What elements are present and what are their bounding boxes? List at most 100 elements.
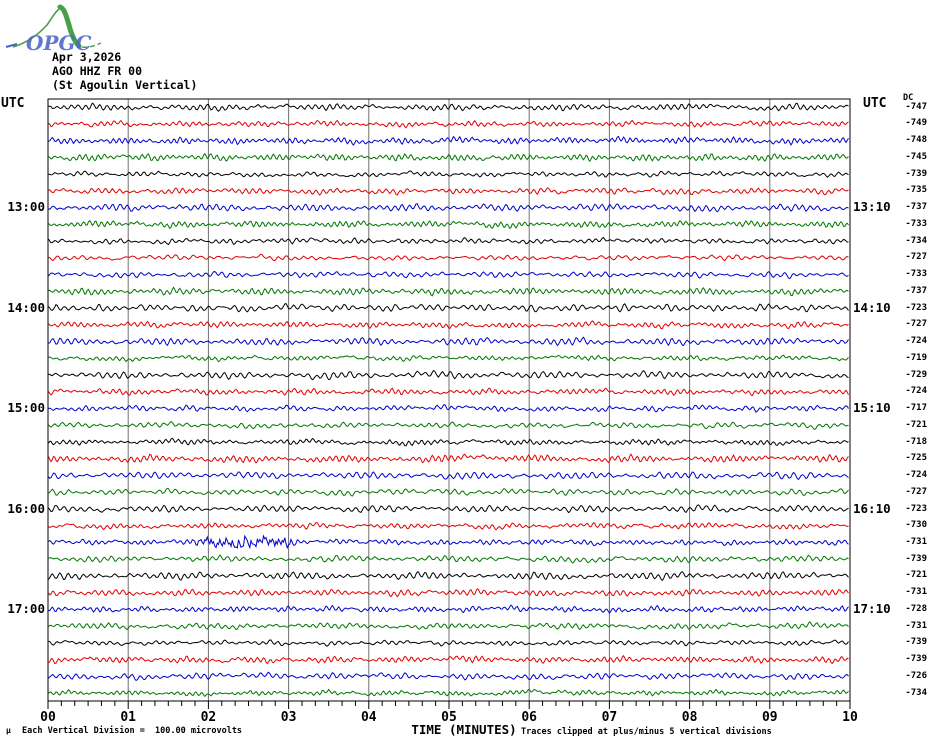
header-station-code: AGO HHZ FR 00 xyxy=(52,64,143,78)
dc-value: -745 xyxy=(905,151,927,162)
utc-label-left: UTC xyxy=(1,96,25,111)
seismo-trace-1540 xyxy=(48,471,849,481)
seismo-trace-1230 xyxy=(48,152,849,163)
header-station-name: (St Agoulin Vertical) xyxy=(52,78,198,92)
hour-label-right: 17:10 xyxy=(853,600,891,616)
dc-value: -724 xyxy=(905,336,927,347)
dc-value: -727 xyxy=(905,252,927,263)
seismo-trace-1700 xyxy=(48,604,849,614)
seismo-trace-1510 xyxy=(48,421,849,431)
microvolt-mark: μ xyxy=(6,726,11,735)
dc-value: -725 xyxy=(905,453,927,464)
seismo-trace-1740 xyxy=(48,671,849,682)
dc-value: -718 xyxy=(905,436,927,447)
seismo-trace-1200 xyxy=(48,102,849,112)
dc-column-header: DC xyxy=(903,93,914,103)
dc-value: -727 xyxy=(905,319,927,330)
seismo-trace-1220 xyxy=(48,135,849,146)
logo-mountain-peak xyxy=(57,4,82,49)
x-tick-label: 09 xyxy=(761,710,778,725)
dc-value: -749 xyxy=(905,118,927,129)
dc-value: -737 xyxy=(905,202,927,213)
dc-value: -719 xyxy=(905,352,927,363)
dc-value: -733 xyxy=(905,218,927,229)
dc-value: -735 xyxy=(905,185,927,196)
seismo-trace-1350 xyxy=(48,286,849,297)
dc-value: -748 xyxy=(905,135,927,146)
dc-value: -733 xyxy=(905,269,927,280)
dc-value: -724 xyxy=(905,386,927,397)
seismo-trace-1330 xyxy=(48,253,849,262)
seismo-trace-1400 xyxy=(48,302,849,313)
hour-label-left: 13:00 xyxy=(7,199,45,215)
utc-label-right: UTC xyxy=(863,96,887,111)
dc-value: -726 xyxy=(905,670,927,681)
hour-label-right: 16:10 xyxy=(853,500,891,516)
dc-value: -730 xyxy=(905,520,927,531)
seismo-trace-1640 xyxy=(48,571,849,581)
logo-mountain-rise xyxy=(12,7,62,48)
logo-text: OPGC xyxy=(26,31,92,54)
seismo-trace-1550 xyxy=(48,487,849,497)
x-tick-label: 07 xyxy=(601,710,618,725)
seismo-trace-1720 xyxy=(48,639,849,647)
x-tick-label: 04 xyxy=(360,710,377,725)
dc-value: -737 xyxy=(905,285,927,296)
seismo-trace-1240 xyxy=(48,170,849,178)
seismo-trace-1340 xyxy=(48,271,849,280)
dc-value: -724 xyxy=(905,470,927,480)
dc-value: -731 xyxy=(905,536,927,547)
dc-value: -729 xyxy=(905,369,927,380)
seismo-trace-1430 xyxy=(48,354,849,363)
hour-label-right: 15:10 xyxy=(853,400,891,415)
dc-value: -739 xyxy=(905,553,927,564)
dc-value: -731 xyxy=(905,587,927,598)
dc-value: -727 xyxy=(905,486,927,497)
seismo-trace-1610 xyxy=(48,521,849,531)
x-tick-label: 05 xyxy=(441,710,457,725)
dc-value: -739 xyxy=(905,654,927,665)
hour-label-left: 15:00 xyxy=(7,400,45,415)
seismo-trace-1620 xyxy=(48,534,849,550)
seismo-trace-1520 xyxy=(48,437,849,447)
seismo-trace-1730 xyxy=(48,654,849,665)
dc-value: -728 xyxy=(905,603,927,614)
dc-value: -723 xyxy=(905,302,927,313)
dc-value: -717 xyxy=(905,403,927,413)
hour-label-left: 16:00 xyxy=(7,500,45,516)
dc-value: -747 xyxy=(905,101,927,112)
x-tick-label: 08 xyxy=(681,710,698,725)
dc-value: -739 xyxy=(905,168,927,179)
seismo-trace-1630 xyxy=(48,554,849,564)
seismo-trace-1650 xyxy=(48,588,849,598)
seismo-trace-1600 xyxy=(48,504,849,514)
dc-value: -734 xyxy=(905,235,927,246)
dc-value: -739 xyxy=(905,637,927,648)
opgc-logo: OPGC xyxy=(5,4,102,54)
seismo-trace-1750 xyxy=(48,688,849,698)
hour-label-left: 17:00 xyxy=(7,600,45,616)
seismo-trace-1500 xyxy=(48,404,849,413)
x-tick-label: 03 xyxy=(280,710,297,725)
header-date: Apr 3,2026 xyxy=(52,50,122,64)
x-tick-label: 02 xyxy=(200,710,217,725)
x-tick-label: 01 xyxy=(120,710,137,725)
x-tick-label: 10 xyxy=(842,710,858,725)
clip-note: Traces clipped at plus/minus 5 vertical … xyxy=(521,727,772,737)
seismo-trace-1300 xyxy=(48,203,849,213)
hour-label-left: 14:00 xyxy=(7,299,45,315)
seismo-trace-1450 xyxy=(48,387,849,397)
dc-value: -734 xyxy=(905,687,927,698)
seismo-trace-1530 xyxy=(48,453,849,464)
seismo-trace-1320 xyxy=(48,236,849,246)
x-tick-label: 00 xyxy=(40,710,56,725)
dc-value: -723 xyxy=(905,503,927,514)
x-axis-title: TIME (MINUTES) xyxy=(411,722,517,737)
logo-dash-left xyxy=(5,43,18,48)
logo-dash-right xyxy=(81,42,102,48)
dc-value: -721 xyxy=(905,419,927,430)
seismo-trace-1210 xyxy=(48,119,849,129)
seismo-trace-1250 xyxy=(48,187,849,196)
